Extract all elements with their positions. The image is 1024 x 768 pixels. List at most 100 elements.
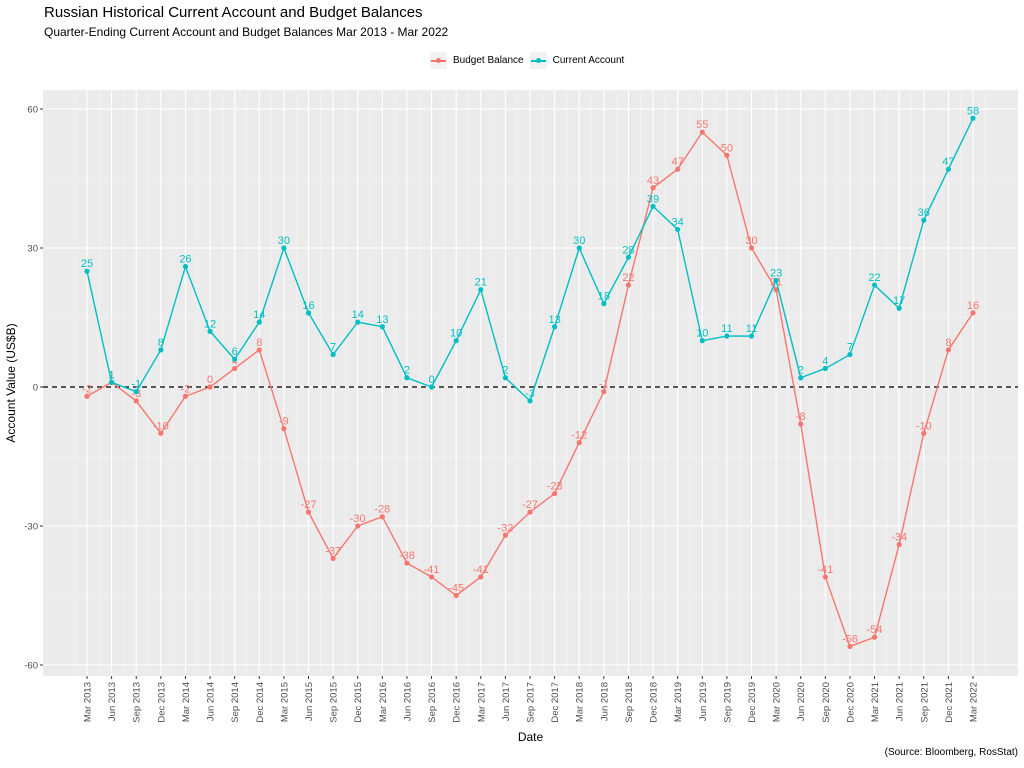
y-tick-label: 0 xyxy=(33,383,38,394)
y-tick-label: -30 xyxy=(24,522,38,533)
data-label-current-account: 11 xyxy=(746,323,757,335)
data-point-budget-balance xyxy=(896,541,902,548)
x-tick-label: Sep 2016 xyxy=(427,682,438,723)
data-point-budget-balance xyxy=(576,440,582,446)
data-point-current-account xyxy=(527,398,533,404)
data-point-current-account xyxy=(724,333,730,339)
data-label-current-account: 21 xyxy=(475,277,487,289)
data-point-current-account xyxy=(158,347,164,353)
x-tick-label: Jun 2014 xyxy=(206,682,217,721)
data-point-budget-balance xyxy=(871,634,878,640)
legend-item-current-account: Current Account xyxy=(529,52,625,69)
data-point-current-account xyxy=(625,254,632,260)
x-tick-label: Dec 2016 xyxy=(452,682,463,723)
x-tick-label: Jun 2019 xyxy=(698,682,709,721)
x-tick-label: Dec 2015 xyxy=(353,682,364,723)
data-label-current-account: 0 xyxy=(428,374,434,386)
data-label-current-account: 26 xyxy=(179,254,191,266)
data-label-budget-balance: -27 xyxy=(301,499,317,511)
data-point-current-account xyxy=(305,310,312,316)
data-point-budget-balance xyxy=(502,532,508,538)
x-tick-label: Jun 2015 xyxy=(304,682,315,721)
data-label-current-account: -1 xyxy=(131,379,141,391)
x-tick-label: Dec 2019 xyxy=(747,682,758,723)
data-label-budget-balance: 0 xyxy=(207,374,213,386)
data-point-current-account xyxy=(281,245,287,251)
data-point-current-account xyxy=(921,217,927,223)
data-point-current-account xyxy=(133,389,139,395)
data-point-current-account xyxy=(453,338,459,344)
data-point-current-account xyxy=(847,351,853,358)
data-point-current-account xyxy=(109,379,115,385)
data-point-current-account xyxy=(207,328,213,334)
data-point-budget-balance xyxy=(404,560,410,566)
data-label-budget-balance: -54 xyxy=(867,624,883,636)
data-point-current-account xyxy=(601,301,607,307)
data-label-current-account: 2 xyxy=(404,365,410,377)
data-label-budget-balance: 1 xyxy=(109,369,115,381)
data-label-budget-balance: -30 xyxy=(350,513,366,525)
data-point-budget-balance xyxy=(798,421,804,427)
x-tick-label: Mar 2013 xyxy=(83,682,94,722)
data-label-budget-balance: -10 xyxy=(916,420,932,432)
data-label-current-account: 6 xyxy=(232,346,238,358)
data-label-current-account: 58 xyxy=(967,105,979,117)
chart-subtitle: Quarter-Ending Current Account and Budge… xyxy=(44,25,449,39)
data-label-current-account: 12 xyxy=(204,318,216,330)
data-label-current-account: 2 xyxy=(502,365,508,377)
x-tick-label: Dec 2017 xyxy=(550,682,561,723)
data-label-budget-balance: -45 xyxy=(448,583,464,595)
x-axis-title: Date xyxy=(518,730,544,744)
data-point-current-account xyxy=(822,365,828,372)
x-tick-label: Sep 2021 xyxy=(919,682,930,723)
data-label-current-account: 8 xyxy=(158,337,164,349)
data-label-current-account: 14 xyxy=(253,309,265,321)
data-point-budget-balance xyxy=(133,398,139,404)
data-label-current-account: 18 xyxy=(598,291,610,303)
x-tick-label: Mar 2018 xyxy=(575,682,586,722)
data-label-current-account: 1 xyxy=(109,369,115,381)
data-point-budget-balance xyxy=(453,592,459,599)
data-label-budget-balance: -9 xyxy=(279,416,289,428)
data-point-current-account xyxy=(699,338,705,344)
data-label-budget-balance: 43 xyxy=(647,175,659,187)
x-tick-label: Sep 2015 xyxy=(329,682,340,723)
legend-label-current-account: Current Account xyxy=(552,55,625,66)
x-tick-label: Dec 2018 xyxy=(649,682,660,723)
data-point-current-account xyxy=(871,282,878,288)
data-label-budget-balance: -10 xyxy=(153,420,169,432)
x-tick-label: Dec 2021 xyxy=(944,682,955,723)
data-label-current-account: 28 xyxy=(622,244,634,256)
data-label-current-account: 7 xyxy=(847,342,853,354)
x-tick-label: Jun 2021 xyxy=(895,682,906,721)
data-label-budget-balance: -38 xyxy=(399,550,415,562)
data-label-budget-balance: -34 xyxy=(891,532,907,544)
data-label-budget-balance: 55 xyxy=(696,119,708,131)
data-label-budget-balance: -2 xyxy=(181,383,191,395)
data-point-budget-balance xyxy=(601,389,607,395)
data-point-current-account xyxy=(798,375,804,381)
data-point-budget-balance xyxy=(748,245,755,251)
x-tick-label: Mar 2020 xyxy=(772,682,783,722)
data-point-budget-balance xyxy=(847,643,853,650)
x-tick-label: Dec 2014 xyxy=(255,682,266,723)
y-tick-label: 60 xyxy=(27,105,38,116)
y-axis-title: Account Value (US$B) xyxy=(4,323,18,442)
data-point-budget-balance xyxy=(478,574,484,580)
data-point-budget-balance xyxy=(921,430,927,436)
data-point-budget-balance xyxy=(724,152,730,158)
y-tick-label: -60 xyxy=(24,661,38,672)
data-label-budget-balance: -32 xyxy=(497,522,513,534)
data-label-current-account: 16 xyxy=(302,300,314,312)
x-tick-label: Jun 2013 xyxy=(107,682,118,721)
x-tick-label: Sep 2013 xyxy=(132,682,143,723)
data-label-current-account: 14 xyxy=(352,309,364,321)
x-tick-label: Sep 2017 xyxy=(526,682,537,723)
x-axis: Mar 2013 Jun 2013 Sep 2013 Dec 2013 Mar 2014… xyxy=(83,676,980,723)
data-label-budget-balance: -12 xyxy=(571,430,587,442)
data-label-current-account: 13 xyxy=(376,314,388,326)
data-point-current-account xyxy=(355,319,361,325)
data-point-current-account xyxy=(748,333,755,339)
